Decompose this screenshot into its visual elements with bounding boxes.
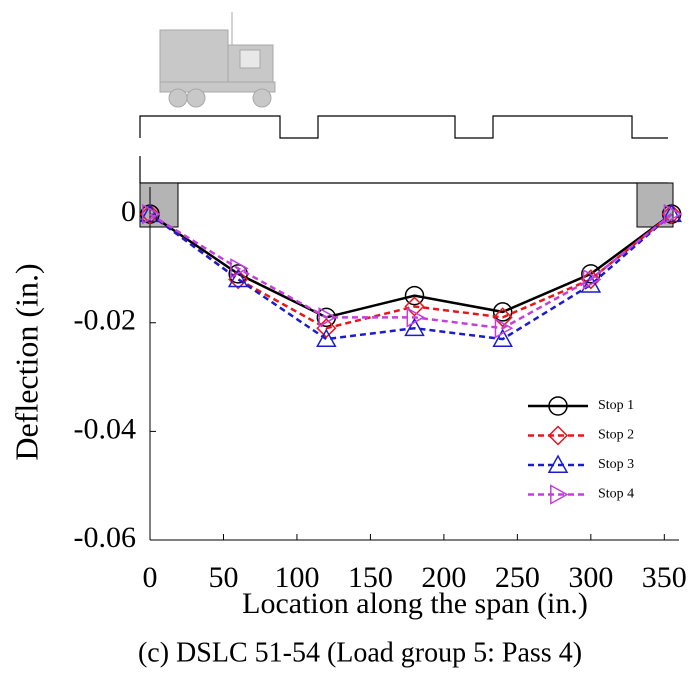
x-tick-label: 300 <box>568 561 613 594</box>
marker <box>492 302 513 322</box>
x-tick-label: 250 <box>495 561 540 594</box>
marker <box>139 203 161 223</box>
legend-marker <box>548 396 568 416</box>
y-tick-label: -0.02 <box>74 304 137 337</box>
marker <box>316 328 337 348</box>
x-tick-label: 0 <box>143 561 158 594</box>
bridge-deck <box>139 115 668 184</box>
marker <box>404 317 425 337</box>
marker <box>139 204 161 225</box>
legend-label: Stop 3 <box>598 457 634 472</box>
y-tick-label: -0.06 <box>74 521 137 554</box>
series-line <box>149 213 673 341</box>
x-tick-label: 350 <box>642 561 687 594</box>
marker <box>230 258 249 279</box>
truck-icon <box>159 12 276 108</box>
legend-label: Stop 2 <box>598 428 634 443</box>
marker <box>580 274 602 293</box>
x-tick-label: 50 <box>208 561 238 594</box>
marker <box>661 204 682 225</box>
marker <box>492 328 513 348</box>
marker <box>663 203 683 225</box>
marker <box>661 203 682 223</box>
legend-marker <box>550 484 569 505</box>
legend-label: Stop 4 <box>598 487 634 502</box>
marker <box>227 268 249 288</box>
marker <box>318 307 337 328</box>
marker <box>492 307 513 328</box>
series-line <box>149 213 673 330</box>
y-tick-label: -0.04 <box>74 412 137 445</box>
marker <box>580 269 601 290</box>
marker <box>494 317 514 339</box>
legend-marker <box>547 425 569 446</box>
marker <box>404 285 425 306</box>
marker <box>582 269 602 290</box>
x-axis-label: Location along the span (in.) <box>242 587 588 620</box>
marker <box>142 203 161 225</box>
x-tick-label: 200 <box>421 561 466 594</box>
legend-label: Stop 1 <box>598 398 634 413</box>
series-line <box>149 213 673 330</box>
x-tick-label: 100 <box>274 561 319 594</box>
bridge-support <box>139 182 674 228</box>
marker <box>404 296 425 317</box>
caption: (c) DSLC 51-54 (Load group 5: Pass 4) <box>138 637 582 668</box>
marker <box>406 307 426 328</box>
marker <box>581 264 601 284</box>
legend-marker <box>547 454 569 473</box>
y-tick-label: 0 <box>121 195 136 228</box>
y-axis-label: Deflection (in.) <box>8 263 44 460</box>
x-tick-label: 150 <box>348 561 393 594</box>
